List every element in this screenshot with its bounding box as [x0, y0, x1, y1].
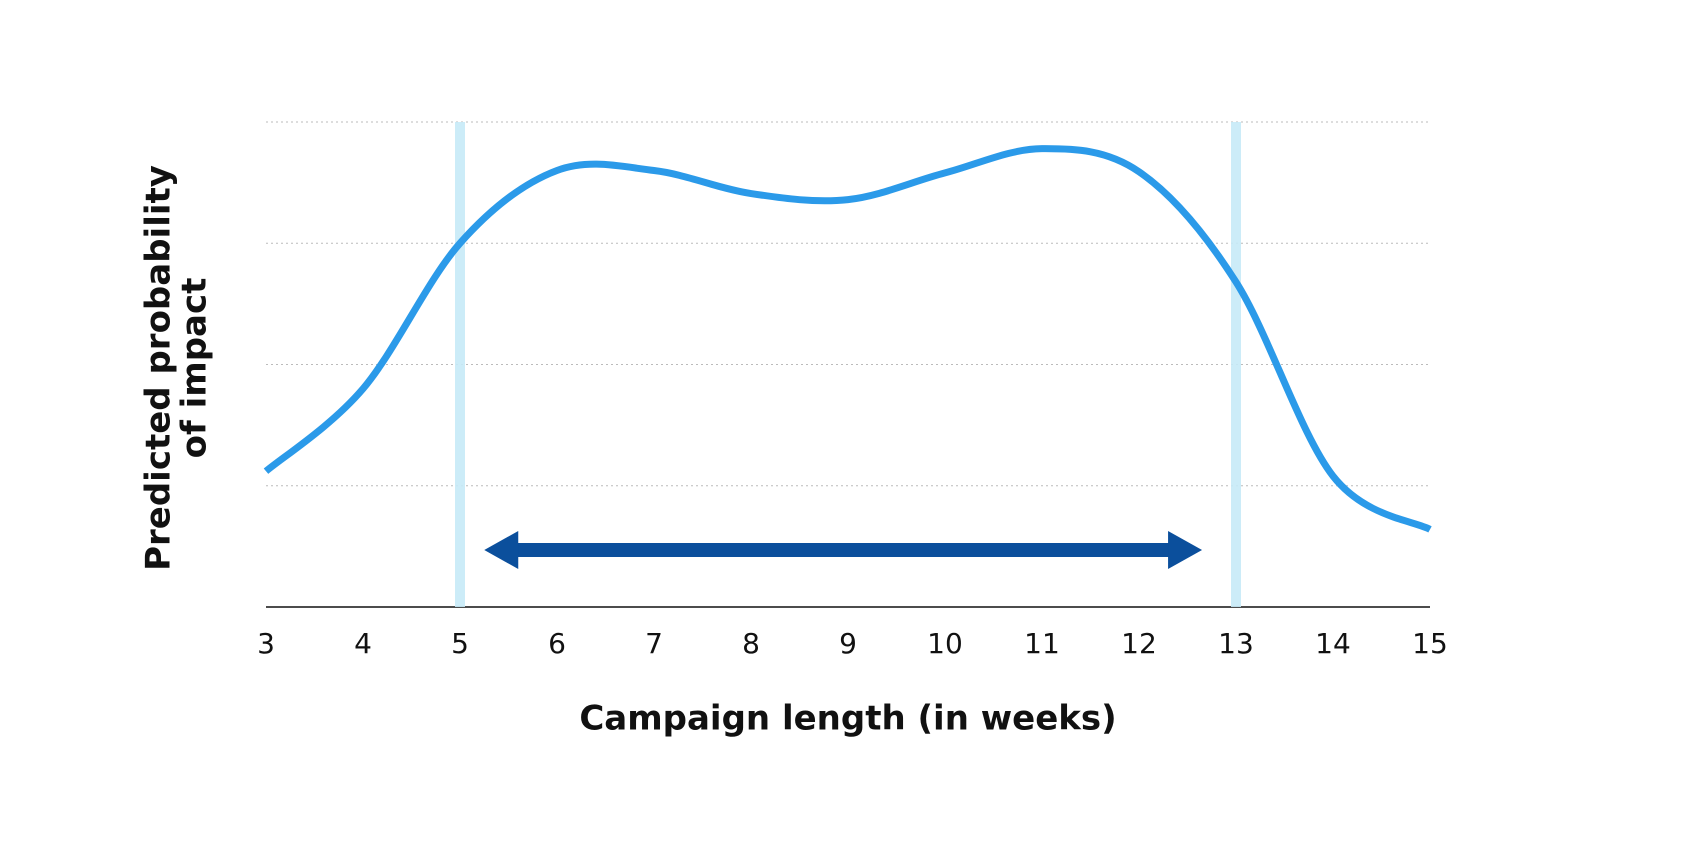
x-tick-label: 7	[645, 627, 663, 660]
x-tick-label: 6	[548, 627, 566, 660]
x-axis-title: Campaign length (in weeks)	[579, 699, 1116, 739]
x-tick-label: 13	[1218, 627, 1254, 660]
x-tick-label: 5	[451, 627, 469, 660]
y-axis-title: Predicted probability of impact	[139, 165, 215, 571]
arrow-head	[1168, 531, 1203, 570]
x-tick-label: 12	[1121, 627, 1157, 660]
x-tick-label: 11	[1024, 627, 1060, 660]
x-tick-label: 3	[257, 627, 275, 660]
x-tick-label: 8	[742, 627, 760, 660]
y-axis-title-line: of impact	[175, 278, 215, 459]
x-tick-label: 14	[1315, 627, 1351, 660]
range-arrow	[484, 531, 1203, 570]
x-tick-label: 10	[927, 627, 963, 660]
x-tick-label: 9	[839, 627, 857, 660]
arrow-head	[484, 531, 519, 570]
y-axis-title-line: Predicted probability	[139, 165, 179, 571]
line	[263, 145, 1432, 533]
x-tick-label: 4	[354, 627, 372, 660]
x-tick-label: 15	[1412, 627, 1448, 660]
